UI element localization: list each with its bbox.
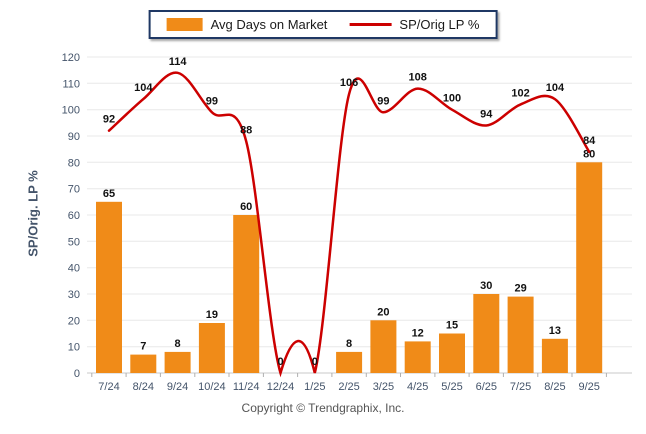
x-tick-label: 2/25 <box>338 381 359 393</box>
y-tick-label: 70 <box>68 184 80 196</box>
line-label: 102 <box>511 87 529 99</box>
bar <box>541 338 568 373</box>
x-tick-label: 9/25 <box>578 381 599 393</box>
y-tick-label: 30 <box>68 289 80 301</box>
line-label: 114 <box>169 56 188 68</box>
line-path <box>107 71 591 378</box>
legend-item-bar: Avg Days on Market <box>166 17 328 32</box>
bar-label: 12 <box>412 327 424 339</box>
line-label: 100 <box>443 93 461 105</box>
line-label: 99 <box>377 95 389 107</box>
legend-item-line: SP/Orig LP % <box>349 17 479 32</box>
line-label: 106 <box>340 77 358 89</box>
x-tick-label: 1/25 <box>304 381 325 393</box>
bar <box>370 320 397 373</box>
line-label: 0 <box>312 356 318 368</box>
bar-label: 30 <box>480 280 492 292</box>
line-label: 108 <box>409 72 427 84</box>
copyright-text: Copyright © Trendgraphix, Inc. <box>241 401 405 415</box>
line-label: 94 <box>480 109 493 121</box>
bar <box>164 351 191 373</box>
y-tick-label: 10 <box>68 342 80 354</box>
bar-label: 60 <box>240 201 252 213</box>
y-tick-label: 80 <box>68 157 80 169</box>
x-tick-label: 9/24 <box>167 381 188 393</box>
line-label: 92 <box>103 114 115 126</box>
bar-label: 19 <box>206 309 218 321</box>
bar-label: 13 <box>549 325 561 337</box>
bar-label: 29 <box>514 283 526 295</box>
line-label: 84 <box>583 135 596 147</box>
bar-series-swatch-icon <box>166 18 203 31</box>
x-tick-label: 8/25 <box>544 381 565 393</box>
line-label: 104 <box>546 82 565 94</box>
bar-label: 20 <box>377 306 389 318</box>
bar-label: 8 <box>346 338 352 350</box>
y-tick-label: 50 <box>68 236 80 248</box>
bar <box>439 333 465 373</box>
bar-label: 15 <box>446 320 458 332</box>
x-tick-label: 6/25 <box>476 381 497 393</box>
x-tick-label: 10/24 <box>198 381 226 393</box>
bar-label: 80 <box>583 148 595 160</box>
bar-label: 8 <box>175 338 181 350</box>
line-label: 0 <box>277 356 283 368</box>
bar <box>130 354 157 373</box>
x-tick-label: 4/25 <box>407 381 428 393</box>
y-tick-label: 40 <box>68 263 80 275</box>
line-series-label: SP/Orig LP % <box>399 17 480 32</box>
bar <box>404 341 431 373</box>
x-tick-label: 7/24 <box>98 381 119 393</box>
y-tick-label: 110 <box>62 78 80 90</box>
y-tick-label: 0 <box>74 368 80 380</box>
x-tick-label: 11/24 <box>233 381 260 393</box>
bar <box>336 351 363 373</box>
x-tick-label: 5/25 <box>441 381 462 393</box>
x-tick-label: 8/24 <box>133 381 154 393</box>
x-tick-label: 3/25 <box>373 381 394 393</box>
y-tick-label: 120 <box>62 52 80 64</box>
line-series-swatch-icon <box>349 23 392 26</box>
bar-label: 65 <box>103 188 115 200</box>
y-tick-label: 60 <box>68 210 80 222</box>
y-tick-label: 20 <box>68 315 80 327</box>
x-tick-label: 12/24 <box>267 381 295 393</box>
bar <box>233 215 260 373</box>
bar <box>198 323 225 373</box>
bar-series-label: Avg Days on Market <box>210 17 328 32</box>
line-label: 99 <box>206 95 218 107</box>
chart-legend: Avg Days on Market SP/Orig LP % <box>148 10 498 39</box>
bar-label: 7 <box>140 341 146 353</box>
bar <box>473 294 500 373</box>
bar <box>576 162 603 373</box>
line-label: 104 <box>134 82 153 94</box>
y-tick-label: 100 <box>62 105 80 117</box>
bar <box>507 296 534 373</box>
bar <box>96 201 122 373</box>
line-label: 88 <box>240 124 252 136</box>
y-tick-label: 90 <box>68 131 80 143</box>
x-tick-label: 7/25 <box>510 381 531 393</box>
